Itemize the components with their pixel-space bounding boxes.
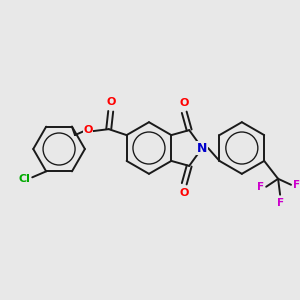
- Text: Cl: Cl: [18, 174, 30, 184]
- Text: N: N: [197, 142, 207, 154]
- Text: F: F: [293, 180, 300, 190]
- Text: O: O: [180, 98, 189, 108]
- Text: F: F: [277, 198, 284, 208]
- Text: O: O: [106, 97, 116, 107]
- Text: O: O: [180, 188, 189, 198]
- Text: F: F: [257, 182, 264, 192]
- Text: O: O: [83, 125, 93, 135]
